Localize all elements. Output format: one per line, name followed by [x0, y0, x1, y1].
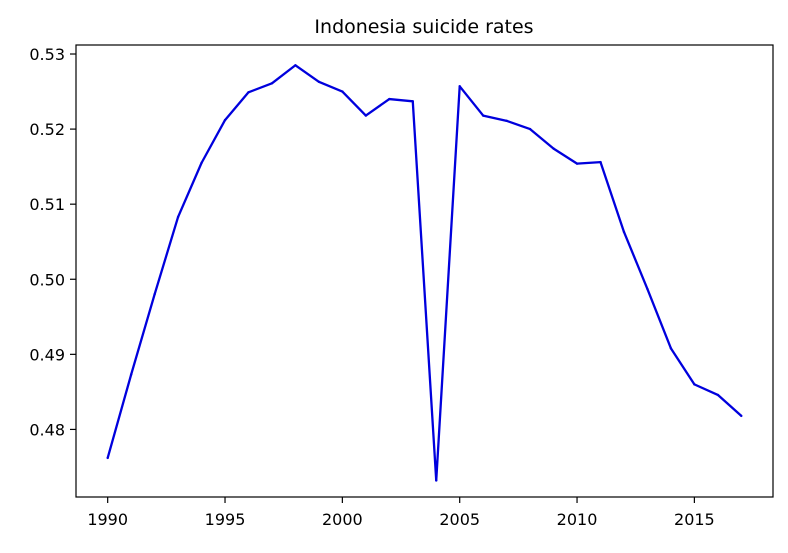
data-point — [388, 97, 391, 101]
data-point — [458, 85, 461, 88]
y-tick-label: 0.53 — [29, 45, 65, 64]
data-point — [106, 456, 109, 460]
data-point — [646, 287, 649, 291]
x-tick-label: 1995 — [205, 510, 246, 529]
axes-layer: 1990 1995 2000 2005 2010 2015 0.48 0.49 0.50 0.51… — [29, 45, 714, 529]
x-tick-label: 2015 — [674, 510, 715, 529]
y-tick-label: 0.52 — [29, 120, 65, 139]
x-tick-label: 1990 — [87, 510, 128, 529]
data-point — [528, 127, 532, 131]
y-tick-label: 0.50 — [29, 270, 65, 289]
data-point — [740, 414, 743, 418]
series-line-0 — [106, 64, 743, 482]
y-tick-label: 0.49 — [29, 345, 65, 364]
data-point — [200, 161, 203, 165]
x-tick-label: 2000 — [322, 510, 363, 529]
data-point — [223, 118, 227, 122]
data-point — [622, 230, 626, 234]
data-point — [247, 91, 250, 94]
data-point — [669, 347, 673, 350]
data-point — [552, 147, 555, 150]
data-point — [411, 100, 414, 103]
data-point — [505, 119, 508, 123]
x-tick-label: 2005 — [439, 510, 480, 529]
data-point — [575, 162, 579, 165]
data-point — [270, 82, 274, 85]
plot-area-frame — [75, 44, 774, 498]
data-point — [317, 80, 321, 83]
data-point — [481, 114, 485, 117]
data-point — [599, 160, 602, 164]
chart-title: Indonesia suicide rates — [314, 16, 533, 38]
data-point — [176, 215, 180, 219]
data-point — [341, 90, 344, 93]
data-point — [435, 479, 438, 482]
data-point — [294, 64, 297, 67]
data-point — [364, 114, 368, 117]
data-point — [129, 373, 133, 376]
y-tick-label: 0.51 — [29, 195, 65, 214]
data-point — [693, 383, 696, 386]
data-point — [716, 393, 720, 397]
y-tick-label: 0.48 — [29, 420, 65, 439]
x-tick-label: 2010 — [557, 510, 598, 529]
data-point — [153, 293, 156, 296]
series-layer — [106, 64, 743, 482]
